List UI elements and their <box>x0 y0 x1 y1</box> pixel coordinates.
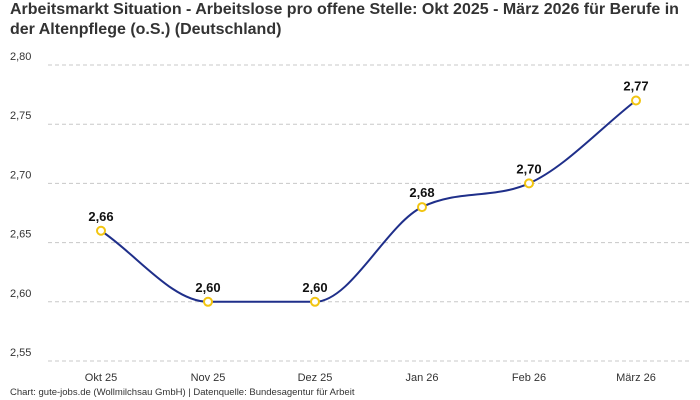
y-axis-ticks: 2,55 2,60 2,65 2,70 2,75 2,80 <box>10 51 31 359</box>
series-line <box>100 99 637 303</box>
data-point <box>96 225 106 236</box>
x-tick-label: Okt 25 <box>85 372 117 384</box>
data-label: 2,66 <box>88 209 113 224</box>
data-point <box>203 296 213 307</box>
data-labels: 2,66 2,60 2,60 2,68 2,70 2,77 <box>88 79 648 295</box>
y-tick-label: 2,75 <box>10 110 31 122</box>
data-point <box>524 178 534 189</box>
data-label: 2,60 <box>302 280 327 295</box>
data-label: 2,70 <box>516 161 541 176</box>
x-tick-label: Nov 25 <box>191 372 226 384</box>
y-tick-label: 2,70 <box>10 169 31 181</box>
data-points <box>96 95 641 307</box>
data-point <box>631 95 641 106</box>
chart-title: Arbeitsmarkt Situation - Arbeitslose pro… <box>10 1 679 38</box>
chart-source-footer: Chart: gute-jobs.de (Wollmilchsau GmbH) … <box>10 387 355 398</box>
y-tick-label: 2,80 <box>10 51 31 63</box>
y-tick-label: 2,55 <box>10 347 31 359</box>
x-tick-label: Dez 25 <box>298 372 333 384</box>
data-label: 2,68 <box>409 185 434 200</box>
data-point <box>310 296 320 307</box>
x-tick-label: Jan 26 <box>405 372 438 384</box>
data-point <box>417 202 427 213</box>
x-tick-label: Feb 26 <box>512 372 546 384</box>
x-tick-label: März 26 <box>616 372 656 384</box>
data-label: 2,77 <box>623 79 648 94</box>
data-label: 2,60 <box>195 280 220 295</box>
x-axis-ticks: Okt 25 Nov 25 Dez 25 Jan 26 Feb 26 März 26 <box>85 372 656 384</box>
y-tick-label: 2,60 <box>10 288 31 300</box>
grid-lines <box>48 64 690 362</box>
y-tick-label: 2,65 <box>10 229 31 241</box>
